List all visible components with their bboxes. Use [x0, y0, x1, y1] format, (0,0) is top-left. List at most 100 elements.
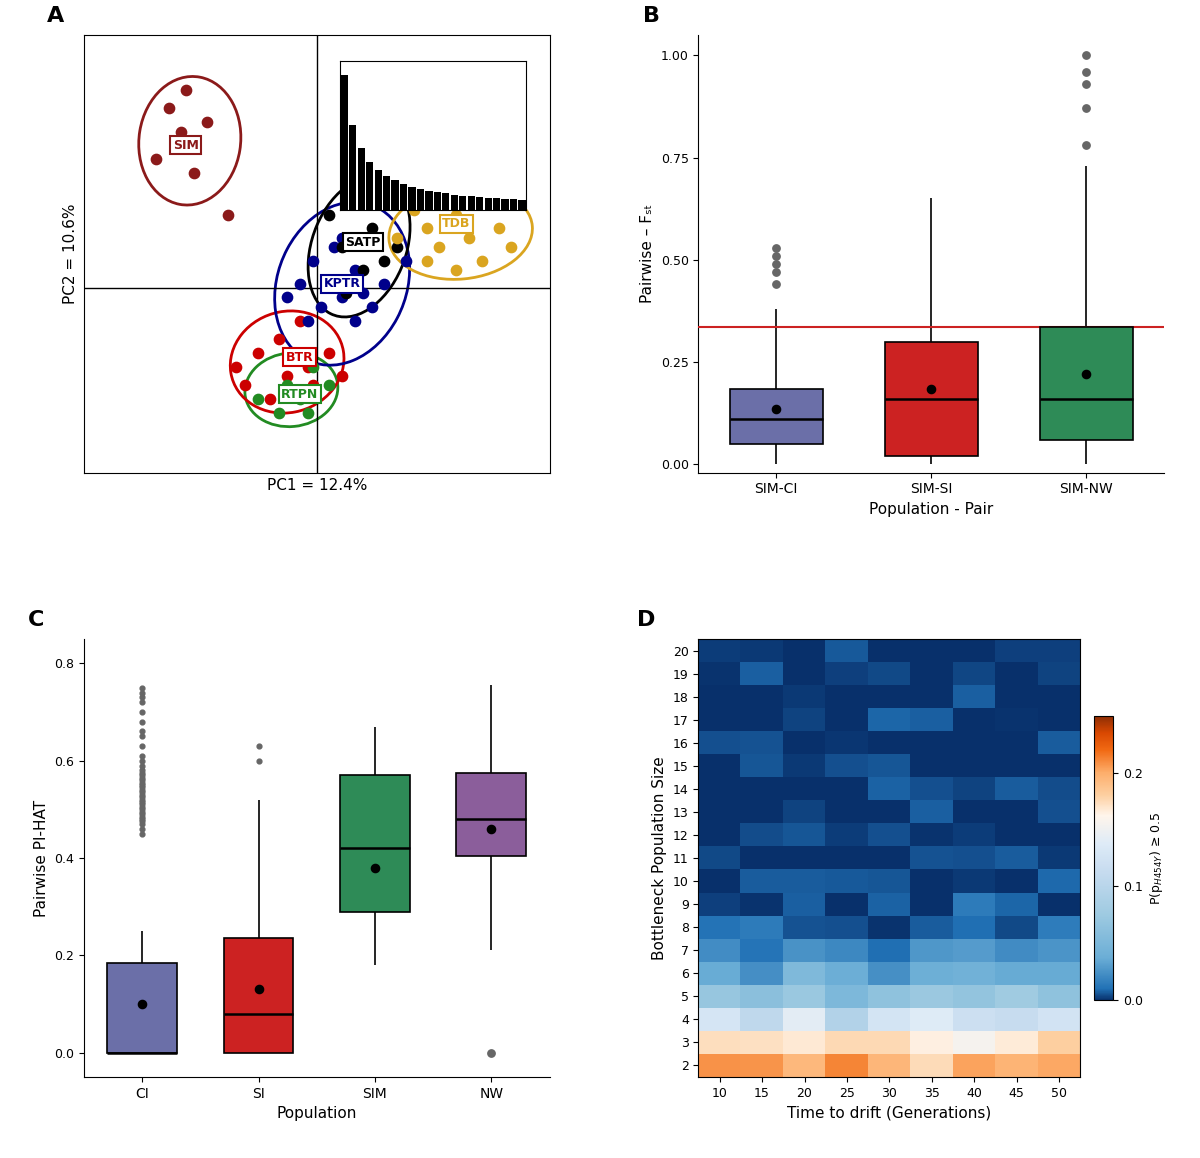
Point	[767, 247, 786, 265]
Point	[132, 805, 151, 823]
X-axis label: Time to drift (Generations): Time to drift (Generations)	[787, 1105, 991, 1120]
Point	[302, 358, 322, 376]
Point	[248, 980, 268, 998]
FancyBboxPatch shape	[340, 775, 410, 911]
Point	[767, 239, 786, 257]
Point	[354, 284, 373, 302]
Point	[418, 251, 437, 270]
Point	[132, 807, 151, 826]
Point	[473, 251, 492, 270]
Point	[502, 237, 521, 256]
Point	[132, 798, 151, 816]
Point	[1076, 46, 1096, 65]
Point	[388, 237, 407, 256]
Point	[132, 780, 151, 799]
Point	[1076, 63, 1096, 81]
Point	[132, 800, 151, 819]
Point	[197, 113, 216, 132]
Point	[354, 261, 373, 279]
Point	[446, 261, 466, 279]
FancyBboxPatch shape	[107, 962, 178, 1053]
Point	[132, 712, 151, 731]
Point	[481, 1043, 500, 1062]
Point	[290, 389, 310, 408]
Point	[146, 149, 166, 168]
Point	[346, 261, 365, 279]
Point	[132, 692, 151, 711]
Point	[132, 679, 151, 697]
Point	[132, 783, 151, 801]
Point	[320, 376, 340, 395]
Point	[277, 376, 296, 395]
Point	[132, 809, 151, 828]
Y-axis label: Pairwise PI-HAT: Pairwise PI-HAT	[34, 799, 49, 916]
Point	[388, 228, 407, 247]
Point	[299, 358, 318, 376]
Point	[132, 703, 151, 721]
Point	[311, 298, 330, 316]
Y-axis label: Pairwise – Fₛₜ: Pairwise – Fₛₜ	[641, 204, 655, 303]
Point	[132, 793, 151, 812]
Point	[248, 389, 268, 408]
Point	[362, 298, 382, 316]
Text: B: B	[643, 6, 660, 25]
Y-axis label: PC2 = 10.6%: PC2 = 10.6%	[64, 204, 78, 303]
Point	[299, 312, 318, 330]
Point	[132, 791, 151, 809]
Point	[132, 769, 151, 787]
X-axis label: PC1 = 12.4%: PC1 = 12.4%	[266, 478, 367, 493]
Text: RTPN: RTPN	[281, 388, 318, 401]
Point	[1076, 135, 1096, 154]
Y-axis label: Bottleneck Population Size: Bottleneck Population Size	[653, 756, 667, 960]
Point	[438, 182, 457, 200]
FancyBboxPatch shape	[223, 938, 294, 1053]
FancyBboxPatch shape	[884, 342, 978, 456]
Point	[277, 367, 296, 386]
Point	[132, 756, 151, 775]
Point	[374, 251, 394, 270]
Point	[132, 747, 151, 765]
Point	[132, 776, 151, 794]
Point	[1076, 365, 1096, 383]
Point	[132, 796, 151, 814]
Text: SATP: SATP	[346, 236, 380, 249]
FancyBboxPatch shape	[730, 389, 823, 444]
Point	[132, 771, 151, 790]
Point	[290, 344, 310, 362]
X-axis label: Population - Pair: Population - Pair	[869, 501, 994, 516]
Point	[248, 736, 268, 755]
X-axis label: Population: Population	[276, 1106, 356, 1121]
Point	[490, 219, 509, 237]
Point	[290, 312, 310, 330]
Point	[132, 778, 151, 797]
Point	[460, 228, 479, 247]
Point	[269, 403, 288, 422]
Y-axis label: P(p$_{H454Y}$) ≥ 0.5: P(p$_{H454Y}$) ≥ 0.5	[1148, 812, 1165, 904]
Text: A: A	[47, 6, 64, 25]
Point	[132, 774, 151, 792]
Point	[248, 344, 268, 362]
Point	[1076, 74, 1096, 93]
Point	[396, 251, 415, 270]
Point	[269, 330, 288, 349]
Point	[260, 389, 280, 408]
Point	[132, 815, 151, 834]
Point	[320, 344, 340, 362]
Point	[302, 376, 322, 395]
Point	[337, 284, 356, 302]
Point	[365, 858, 384, 877]
Point	[767, 255, 786, 273]
Point	[227, 358, 246, 376]
Point	[473, 191, 492, 210]
Point	[132, 736, 151, 755]
Point	[332, 288, 352, 307]
Text: D: D	[637, 610, 655, 630]
Point	[290, 274, 310, 293]
Point	[404, 200, 424, 219]
Point	[346, 191, 365, 210]
Point	[299, 403, 318, 422]
Point	[132, 761, 151, 779]
Point	[362, 219, 382, 237]
Point	[235, 376, 254, 395]
Point	[332, 367, 352, 386]
